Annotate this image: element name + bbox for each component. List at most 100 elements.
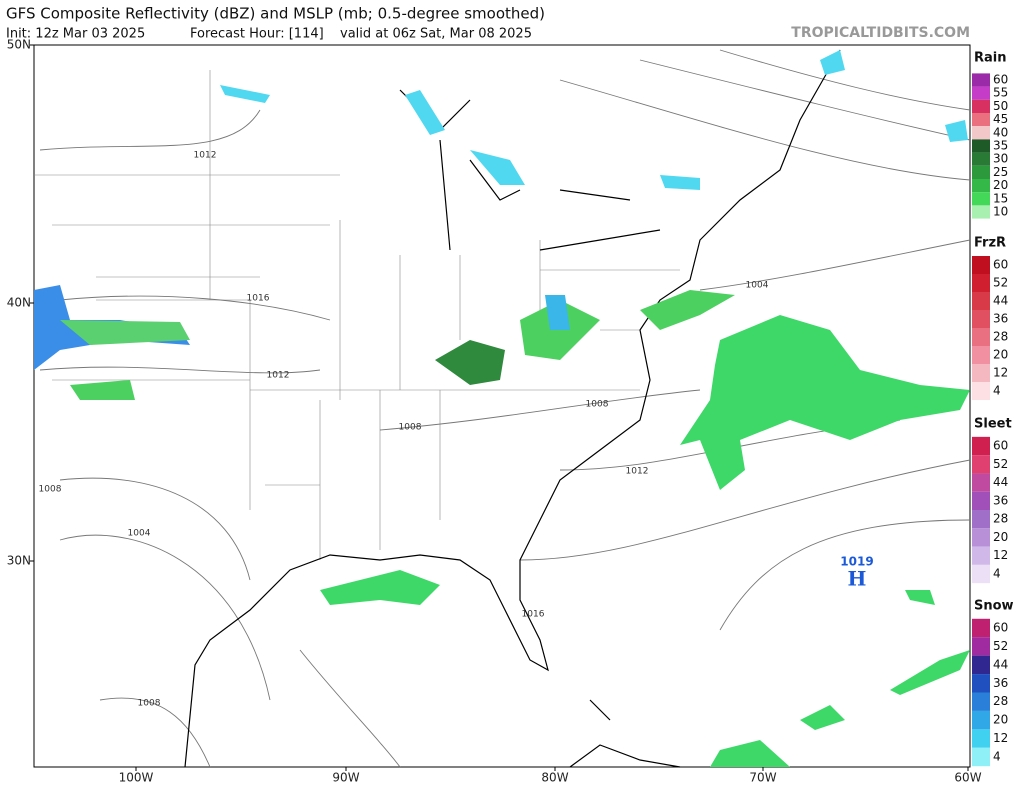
legend-swatch: [972, 655, 990, 675]
legend-label: 4: [993, 750, 1001, 764]
legend-label: 28: [993, 694, 1008, 708]
legend-label: 20: [993, 530, 1008, 544]
legends: Rain6055504540353025201510FrzR6052443628…: [972, 51, 1014, 767]
legend-swatch: [972, 564, 990, 584]
legend-swatch: [972, 546, 990, 565]
legend-swatch: [972, 328, 990, 346]
legend-swatch: [972, 113, 990, 127]
lat-label: 40N: [7, 296, 31, 310]
isobar-label: 1016: [247, 294, 270, 304]
legend-label: 60: [993, 439, 1008, 453]
legend-label: 45: [993, 112, 1008, 126]
isobar-label: 1008: [138, 699, 161, 709]
forecast-hour: Forecast Hour: [114]: [190, 27, 324, 42]
isobar-label: 1004: [746, 281, 769, 291]
legend-swatch: [972, 73, 990, 87]
legend-label: 52: [993, 457, 1008, 471]
legend-swatch: [972, 99, 990, 113]
legend-label: 30: [993, 152, 1008, 166]
legend-label: 40: [993, 125, 1008, 139]
legend-swatch: [972, 674, 990, 693]
isobar-label: 1012: [626, 467, 649, 477]
isobar-label: 1012: [194, 151, 217, 161]
legend-label: 12: [993, 366, 1008, 380]
legend-label: 20: [993, 348, 1008, 362]
legend-label: 4: [993, 567, 1001, 581]
legend-label: 10: [993, 205, 1008, 219]
legend-label: 20: [993, 178, 1008, 192]
legend-swatch: [972, 710, 990, 730]
high-pressure-label: H: [848, 567, 867, 591]
legend-swatch: [972, 165, 990, 179]
title: GFS Composite Reflectivity (dBZ) and MSL…: [6, 5, 545, 23]
legend-swatch: [972, 692, 990, 711]
legend-label: 52: [993, 639, 1008, 653]
legend-swatch: [972, 179, 990, 193]
legend-swatch: [972, 346, 990, 364]
legend-swatch: [972, 618, 990, 638]
isobar-label: 1008: [39, 485, 62, 495]
legend-label: 44: [993, 657, 1008, 671]
legend-swatch: [972, 473, 990, 492]
legend-label: 28: [993, 330, 1008, 344]
legend-swatch: [972, 510, 990, 529]
isobar-label: 1016: [522, 610, 545, 620]
legend-label: 55: [993, 86, 1008, 100]
legend-title: FrzR: [974, 236, 1006, 251]
isobar-label: 1008: [586, 400, 609, 410]
legend-label: 36: [993, 493, 1008, 507]
legend-swatch: [972, 637, 990, 656]
legend-swatch: [972, 152, 990, 166]
legend-label: 60: [993, 73, 1008, 87]
legend-label: 25: [993, 165, 1008, 179]
state-borders: [34, 70, 680, 560]
high-pressure-value: 1019: [840, 555, 873, 569]
lon-label: 80W: [541, 771, 568, 785]
axis-labels: 50N 40N 30N 100W 90W 80W 70W 60W: [7, 38, 982, 785]
lat-label: 30N: [7, 554, 31, 568]
legend-swatch: [972, 310, 990, 328]
legend-label: 50: [993, 99, 1008, 113]
legend-label: 12: [993, 548, 1008, 562]
legend-label: 60: [993, 621, 1008, 635]
legend-label: 28: [993, 512, 1008, 526]
lon-label: 70W: [749, 771, 776, 785]
legend-label: 35: [993, 139, 1008, 153]
isobar-label: 1012: [267, 371, 290, 381]
legend-swatch: [972, 205, 990, 219]
legend-swatch: [972, 256, 990, 274]
valid-time: valid at 06z Sat, Mar 08 2025: [340, 27, 532, 42]
legend-swatch: [972, 491, 990, 510]
init: Init: 12z Mar 03 2025: [6, 27, 145, 42]
isobar-label: 1008: [399, 423, 422, 433]
legend-swatch: [972, 364, 990, 382]
legend-swatch: [972, 126, 990, 140]
legend-swatch: [972, 192, 990, 206]
legend-title: Sleet: [974, 417, 1012, 432]
legend-label: 4: [993, 384, 1001, 398]
lon-label: 90W: [332, 771, 359, 785]
legend-label: 12: [993, 731, 1008, 745]
legend-swatch: [972, 528, 990, 547]
legend-label: 44: [993, 475, 1008, 489]
lat-label: 50N: [7, 38, 31, 52]
legend-title: Snow: [974, 599, 1014, 614]
watermark: TROPICALTIDBITS.COM: [791, 25, 970, 41]
legend-swatch: [972, 729, 990, 748]
legend-swatch: [972, 747, 990, 767]
legend-label: 52: [993, 276, 1008, 290]
isobar-label: 1004: [128, 529, 151, 539]
legend-label: 60: [993, 258, 1008, 272]
legend-swatch: [972, 382, 990, 400]
lon-label: 60W: [954, 771, 981, 785]
legend-label: 15: [993, 191, 1008, 205]
legend-label: 36: [993, 676, 1008, 690]
legend-swatch: [972, 139, 990, 153]
isobar-labels: 1012 1016 1012 1008 1008 1004 1012 1008 1004 1016…: [39, 151, 769, 709]
legend-swatch: [972, 274, 990, 292]
precipitation: [34, 50, 970, 767]
legend-label: 36: [993, 312, 1008, 326]
legend-swatch: [972, 292, 990, 310]
legend-swatch: [972, 436, 990, 456]
legend-swatch: [972, 86, 990, 100]
